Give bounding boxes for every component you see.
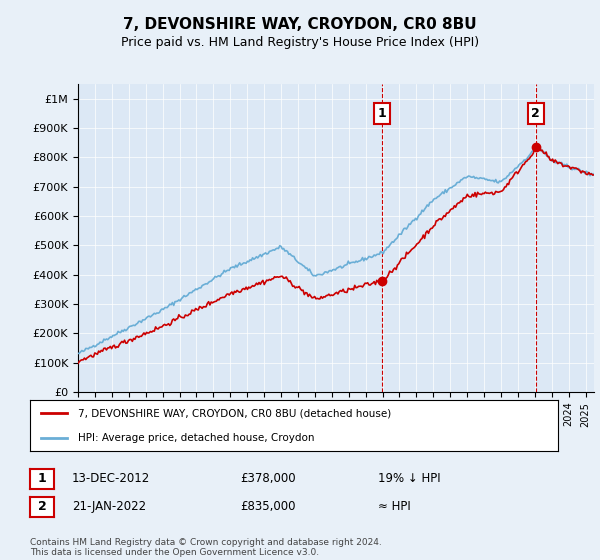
Text: HPI: Average price, detached house, Croydon: HPI: Average price, detached house, Croy… xyxy=(77,433,314,443)
Text: Contains HM Land Registry data © Crown copyright and database right 2024.
This d: Contains HM Land Registry data © Crown c… xyxy=(30,538,382,557)
Text: 21-JAN-2022: 21-JAN-2022 xyxy=(72,500,146,514)
Text: ≈ HPI: ≈ HPI xyxy=(378,500,411,514)
Text: 7, DEVONSHIRE WAY, CROYDON, CR0 8BU (detached house): 7, DEVONSHIRE WAY, CROYDON, CR0 8BU (det… xyxy=(77,408,391,418)
Text: £835,000: £835,000 xyxy=(240,500,296,514)
Text: 2: 2 xyxy=(38,500,46,514)
Text: 13-DEC-2012: 13-DEC-2012 xyxy=(72,472,150,486)
Text: 19% ↓ HPI: 19% ↓ HPI xyxy=(378,472,440,486)
Text: 2: 2 xyxy=(531,107,540,120)
Text: 7, DEVONSHIRE WAY, CROYDON, CR0 8BU: 7, DEVONSHIRE WAY, CROYDON, CR0 8BU xyxy=(123,17,477,32)
Text: 1: 1 xyxy=(377,107,386,120)
Text: Price paid vs. HM Land Registry's House Price Index (HPI): Price paid vs. HM Land Registry's House … xyxy=(121,36,479,49)
Text: 1: 1 xyxy=(38,472,46,486)
Text: £378,000: £378,000 xyxy=(240,472,296,486)
